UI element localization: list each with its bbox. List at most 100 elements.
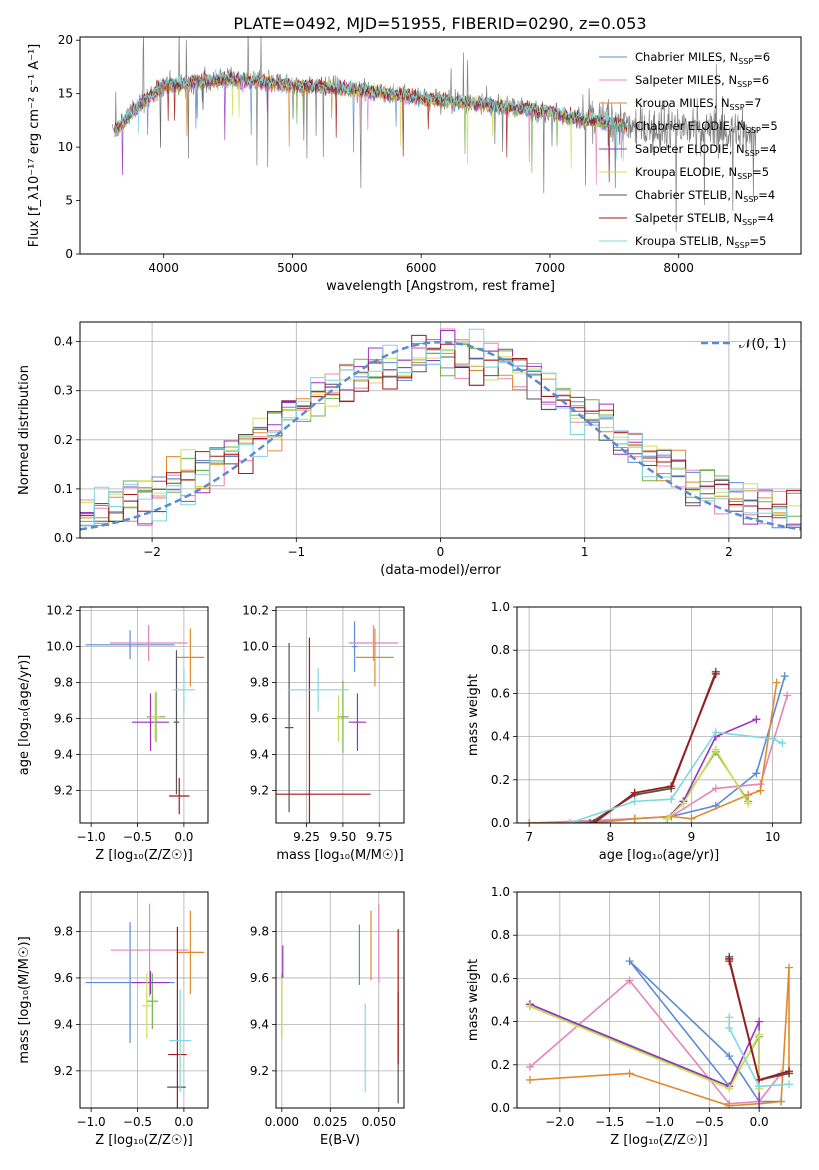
mass-weight-series-line [728,1017,790,1088]
mass-weight-series-line [529,695,788,823]
legend-subscript: SSP [737,80,752,89]
legend-subscript: SSP [745,149,760,158]
legend-count: =6 [753,50,770,64]
mass-weight-point-marker [687,814,696,823]
spectrum-legend: Chabrier MILES, NSSP=6 Salpeter MILES, NS… [599,50,778,250]
x-tick-label: 9.75 [366,830,393,844]
legend-count: =4 [760,142,777,156]
legend-label: Chabrier ELODIE, NSSP=5 [635,119,778,135]
y-axis-label: mass [log₁₀(M/M☉)] [17,936,32,1063]
mass-weight-point-marker [725,1101,734,1108]
mass-weight-point-marker [711,728,720,737]
plot-area-spectrum [111,37,757,232]
mass-weight-point-marker [768,734,777,743]
y-tick-label: 0.8 [491,643,510,657]
mass-weight-point-marker [590,819,599,823]
x-tick-label: 10 [765,830,780,844]
legend-label: Salpeter MILES, NSSP=6 [635,73,769,89]
x-tick-label: −0.5 [123,830,152,844]
residual-histogram-step [80,334,801,522]
mass-weight-point-marker [630,788,639,797]
legend-subscript: SSP [738,57,753,66]
mass-weight-series-line [569,731,783,823]
mass-weight-point-marker [755,1017,764,1026]
x-tick-label: −1.5 [595,1115,624,1129]
y-tick-label: 0.2 [54,433,73,447]
residual-legend: 𝒩(0, 1) [701,337,786,352]
x-tick-label: −2.0 [545,1115,574,1129]
y-tick-label: 10.0 [46,640,73,654]
mass-weight-point-marker [525,1002,534,1011]
legend-count: =4 [758,188,775,202]
legend-label: Kroupa STELIB, NSSP=5 [635,234,766,250]
y-tick-label: 0.6 [491,686,510,700]
mass-weight-point-marker [755,1104,764,1108]
panel-spectrum: Chabrier MILES, NSSP=6 Salpeter MILES, NS… [27,33,802,294]
mass-weight-point-marker [780,672,789,681]
axes-frame [79,891,209,1109]
x-tick-label: 8 [606,830,614,844]
mass-weight-point-marker [725,1084,734,1093]
y-tick-label: 9.6 [250,971,269,985]
x-tick-label: −1.0 [77,830,106,844]
mass-weight-point-marker [711,669,720,678]
y-tick-label: 15 [58,87,73,101]
mass-weight-point-marker [778,739,787,748]
y-axis-label: mass weight [466,959,481,1041]
x-tick-label: 9 [688,830,696,844]
mass-weight-point-marker [679,799,688,808]
y-tick-label: 0.0 [491,816,510,830]
y-tick-label: 9.2 [54,1064,73,1078]
y-tick-label: 10.2 [242,604,269,618]
y-axis-label: age [log₁₀(age/yr)] [17,655,32,776]
legend-label: Kroupa MILES, NSSP=7 [635,96,761,112]
y-tick-label: 0.4 [491,730,510,744]
legend-count: =6 [752,73,769,87]
panel-mass-vs-Z: −1.0 −0.5 0.0 9.2 9.4 9.6 9.8 Z [log₁₀(Z/Z☉)] ma… [17,891,209,1148]
mass-weight-point-marker [755,1030,764,1039]
y-tick-label: 0.2 [491,773,510,787]
legend-label: 𝒩(0, 1) [739,337,786,352]
x-axis-label: wavelength [Angstrom, rest frame] [326,279,555,294]
mass-weight-point-marker [625,957,634,966]
axes-frame [275,606,405,824]
x-tick-label: 0.050 [362,1115,396,1129]
x-axis-label: (data-model)/error [380,563,501,578]
x-tick-label: 0.0 [174,830,193,844]
x-tick-label: 0.025 [313,1115,347,1129]
mass-weight-point-marker [725,1013,734,1022]
y-tick-label: 0.1 [54,482,73,496]
mass-weight-point-marker [630,797,639,806]
model-spectrum-line [114,69,628,162]
mass-weight-point-marker [586,819,595,823]
mass-weight-point-marker [785,963,794,972]
x-axis-label: Z [log₁₀(Z/Z☉)] [95,848,192,863]
figure-title: PLATE=0492, MJD=51955, FIBERID=0290, z=0… [233,14,646,33]
x-tick-label: 9.25 [293,830,320,844]
y-tick-label: 9.4 [250,748,269,762]
x-axis-label: mass [log₁₀(M/M☉)] [276,848,403,863]
axes-frame [516,891,802,1109]
residual-histogram-step [80,328,801,526]
axes-frame [79,36,802,255]
axes-frame [79,606,209,824]
x-axis-label: Z [log₁₀(Z/Z☉)] [610,1133,707,1148]
panel-residuals: 𝒩(0, 1) −2 −1 0 1 2 0.0 0.1 0.2 0.3 0.4 (data-model… [17,321,802,578]
y-tick-label: 1.0 [491,885,510,899]
y-tick-label: 0.3 [54,384,73,398]
mass-weight-point-marker [625,1069,634,1078]
axes-frame [516,606,802,824]
mass-weight-point-marker [777,1097,786,1106]
x-axis-label: Z [log₁₀(Z/Z☉)] [95,1133,192,1148]
plot-area-mass-vs-EBV [276,892,404,1108]
legend-label: Salpeter ELODIE, NSSP=4 [635,142,777,158]
x-tick-label: −0.5 [695,1115,724,1129]
y-tick-label: 9.6 [54,971,73,985]
mass-weight-point-marker [785,1080,794,1089]
y-tick-label: 0.0 [491,1101,510,1115]
x-tick-label: −1 [287,545,305,559]
normal-reference-curve [80,340,801,531]
y-tick-label: 9.6 [54,712,73,726]
y-axis-label: Normed distribution [17,365,32,495]
plot-area-residuals [80,322,801,538]
